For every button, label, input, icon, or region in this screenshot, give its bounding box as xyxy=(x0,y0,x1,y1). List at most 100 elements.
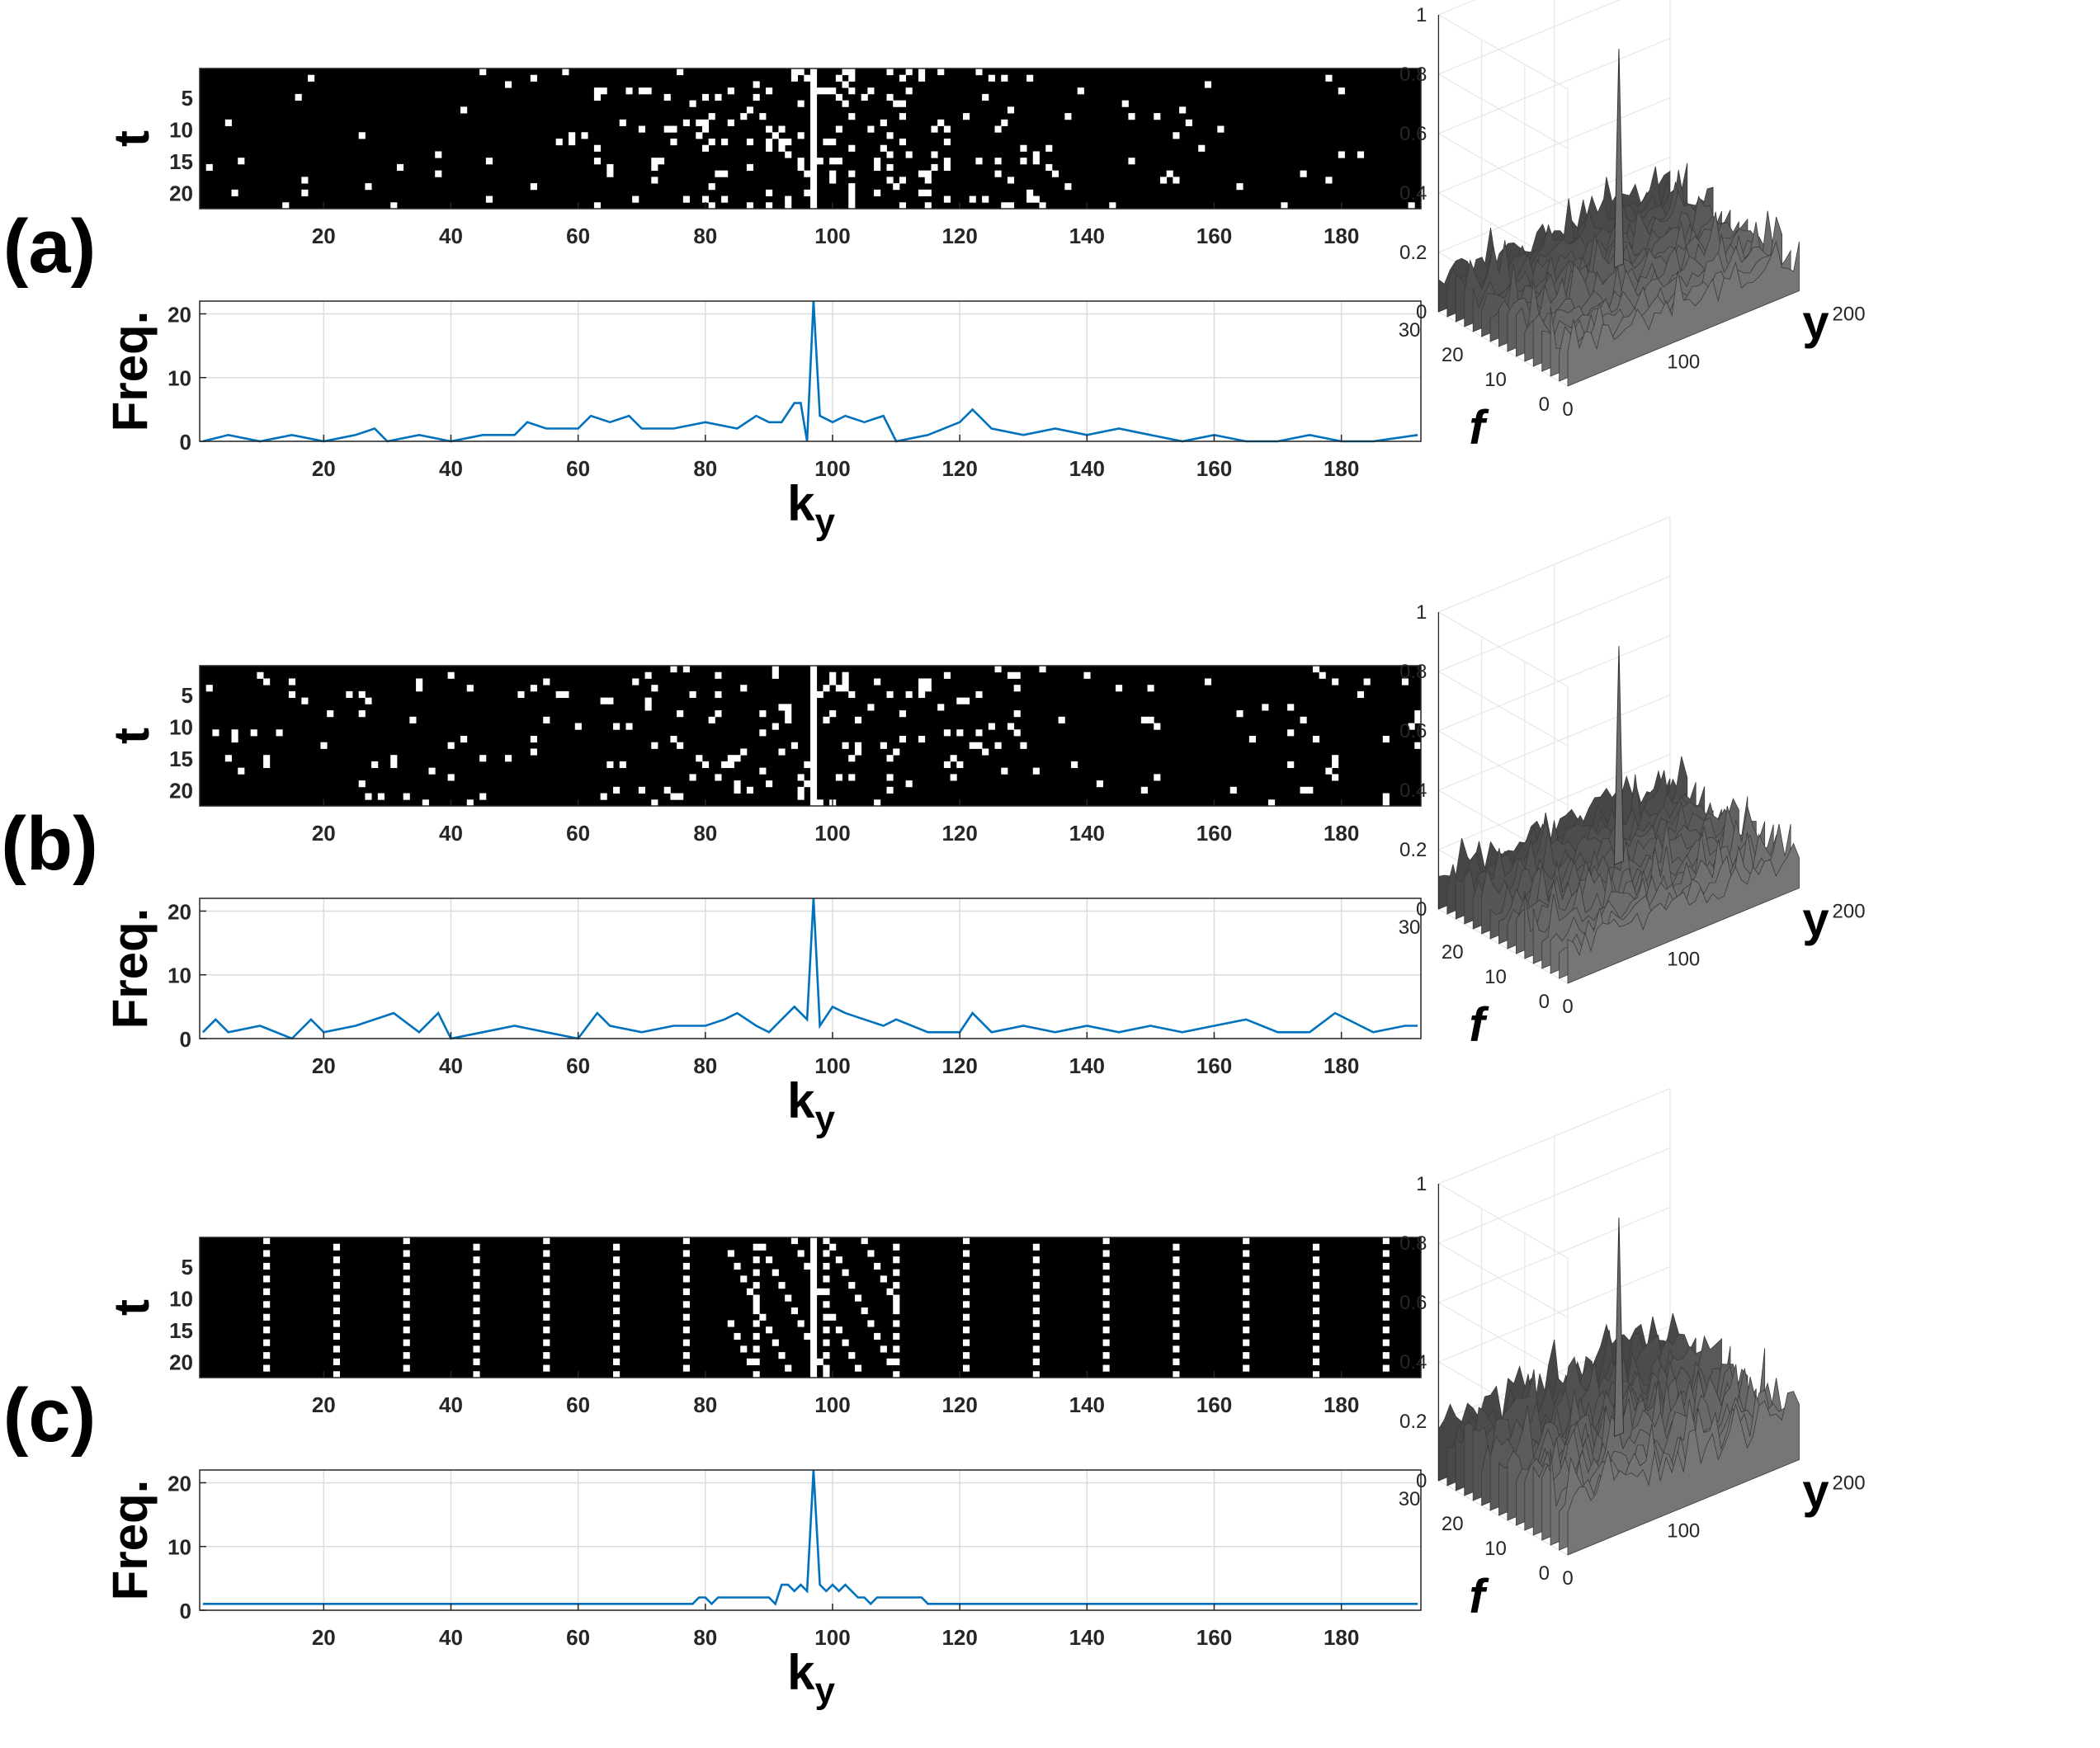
mask-sample xyxy=(670,793,677,800)
mask-sample xyxy=(778,748,786,756)
mask-sample xyxy=(810,113,818,120)
mask-x-tick-label: 120 xyxy=(941,224,977,248)
mask-sample xyxy=(810,93,818,101)
mask-sample xyxy=(288,678,296,686)
mask-sample xyxy=(848,144,856,152)
mask-sample xyxy=(848,196,856,203)
mask-sample xyxy=(848,68,856,76)
mask-sample xyxy=(810,793,818,800)
surface-f-tick-label: 10 xyxy=(1484,369,1507,391)
mask-sample xyxy=(829,87,837,95)
mask-sample xyxy=(715,671,722,679)
mask-sample xyxy=(740,113,748,120)
freq-x-tick-label: 20 xyxy=(312,456,336,481)
freq-x-label: ky xyxy=(787,476,835,542)
mask-x-tick-label: 20 xyxy=(312,821,336,846)
freq-y-tick-label: 20 xyxy=(168,1471,191,1496)
mask-sample xyxy=(721,196,729,203)
mask-sample xyxy=(613,1282,621,1289)
mask-sample xyxy=(854,742,862,749)
mask-y-label: t xyxy=(104,130,159,147)
mask-sample xyxy=(1064,113,1072,120)
freq-x-tick-label: 120 xyxy=(941,1625,977,1650)
mask-sample xyxy=(1332,774,1339,781)
mask-sample xyxy=(790,1307,798,1315)
mask-sample xyxy=(644,671,652,679)
freq-y-tick-label: 10 xyxy=(168,366,191,391)
mask-sample xyxy=(734,755,741,762)
mask-sample xyxy=(696,755,703,762)
mask-sample xyxy=(810,1339,818,1346)
mask-sample xyxy=(810,1269,818,1276)
mask-sample xyxy=(823,87,830,95)
mask-sample xyxy=(835,158,842,165)
t-tick-label: 20 xyxy=(169,779,193,803)
mask-sample xyxy=(797,100,805,107)
mask-sample xyxy=(823,685,830,692)
mask-sample xyxy=(701,119,710,126)
mask-sample xyxy=(682,1288,690,1295)
mask-sample xyxy=(403,1326,410,1334)
mask-sample xyxy=(263,1262,271,1270)
t-tick-label: 15 xyxy=(169,747,193,771)
mask-sample xyxy=(1173,1332,1180,1340)
mask-sample xyxy=(772,1339,779,1346)
mask-sample xyxy=(1401,678,1409,686)
mask-sample xyxy=(810,151,818,158)
mask-sample xyxy=(810,106,818,114)
mask-sample xyxy=(753,1371,760,1378)
mask-sample xyxy=(810,666,818,673)
mask-sample xyxy=(893,1282,900,1289)
mask-x-tick-label: 60 xyxy=(566,1392,590,1417)
mask-sample xyxy=(701,144,710,152)
mask-sample xyxy=(663,786,671,794)
mask-sample xyxy=(276,729,283,737)
freq-y-tick-label: 0 xyxy=(180,430,191,455)
mask-sample xyxy=(1045,163,1053,172)
mask-sample xyxy=(1001,202,1008,210)
mask-sample xyxy=(1032,1371,1040,1378)
mask-sample xyxy=(778,139,786,146)
mask-sample xyxy=(893,1269,900,1276)
mask-sample xyxy=(1319,671,1326,679)
mask-sample xyxy=(937,704,945,711)
mask-sample xyxy=(651,742,658,749)
mask-sample xyxy=(600,793,607,800)
mask-sample xyxy=(715,710,722,718)
mask-sample xyxy=(638,786,645,794)
mask-sample xyxy=(1325,767,1333,775)
mask-sample xyxy=(1382,1237,1390,1245)
freq-x-label-sub: y xyxy=(814,1670,835,1711)
mask-sample xyxy=(994,742,1002,749)
mask-sample xyxy=(333,1256,340,1264)
freq-x-tick-label: 160 xyxy=(1196,1625,1232,1650)
mask-x-tick-label: 140 xyxy=(1069,1392,1105,1417)
mask-sample xyxy=(816,690,823,699)
mask-sample xyxy=(727,761,734,769)
mask-sample xyxy=(924,678,932,686)
mask-sample xyxy=(1077,87,1084,95)
surface-f-tick-label: 0 xyxy=(1539,393,1550,416)
mask-sample xyxy=(1032,1307,1040,1315)
mask-sample xyxy=(682,1250,690,1257)
mask-sample xyxy=(1312,736,1320,743)
mask-sample xyxy=(746,163,754,172)
mask-sample xyxy=(1026,196,1034,203)
freq-x-tick-label: 100 xyxy=(814,1625,850,1650)
mask-sample xyxy=(874,799,881,807)
mask-sample xyxy=(479,68,487,76)
surface-strip xyxy=(1567,842,1800,984)
mask-sample xyxy=(848,202,856,210)
mask-sample xyxy=(701,93,710,101)
mask-sample xyxy=(708,139,715,146)
mask-sample xyxy=(886,151,894,158)
mask-sample xyxy=(530,736,537,743)
mask-sample xyxy=(238,767,245,775)
mask-sample xyxy=(613,1371,621,1378)
mask-sample xyxy=(810,1307,818,1315)
mask-sample xyxy=(263,1250,271,1257)
mask-sample xyxy=(644,697,652,704)
mask-sample xyxy=(810,68,818,76)
panel-label: (b) xyxy=(1,802,97,886)
mask-sample xyxy=(295,93,302,101)
